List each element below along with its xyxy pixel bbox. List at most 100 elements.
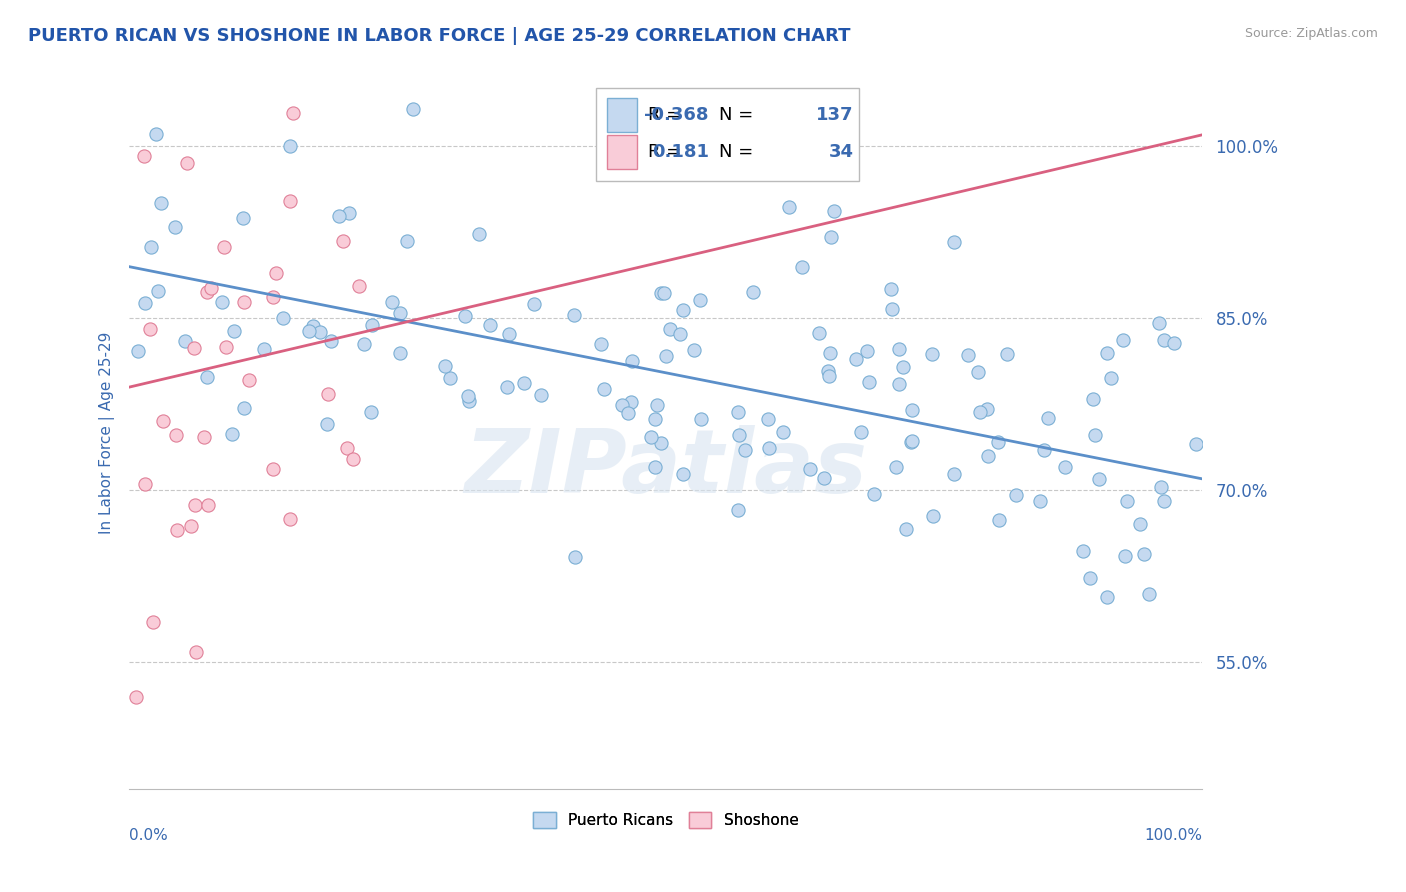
Point <box>124 690 146 705</box>
Text: ZIPatlas: ZIPatlas <box>464 425 868 512</box>
Bar <box>607 135 637 169</box>
Point <box>337 206 360 220</box>
Point <box>232 211 254 225</box>
Point <box>127 343 149 358</box>
Point <box>1005 488 1028 502</box>
Point <box>200 281 222 295</box>
Point <box>1032 443 1054 458</box>
Point <box>1153 333 1175 347</box>
Point <box>799 462 821 476</box>
Point <box>1081 392 1104 406</box>
Point <box>589 337 612 351</box>
Point <box>901 402 924 417</box>
Point <box>146 284 169 298</box>
Point <box>278 194 301 209</box>
Point <box>818 369 841 384</box>
Point <box>495 380 517 394</box>
Point <box>1054 459 1077 474</box>
Text: 0.0%: 0.0% <box>129 828 167 843</box>
Point <box>238 373 260 387</box>
Point <box>669 326 692 341</box>
Text: Source: ZipAtlas.com: Source: ZipAtlas.com <box>1244 27 1378 40</box>
Point <box>342 452 364 467</box>
Point <box>221 427 243 442</box>
Point <box>1084 427 1107 442</box>
Point <box>901 434 924 448</box>
Point <box>457 393 479 408</box>
Point <box>882 301 904 316</box>
Point <box>389 306 412 320</box>
Point <box>612 398 634 412</box>
Point <box>281 106 304 120</box>
Bar <box>607 98 637 132</box>
Point <box>922 509 945 524</box>
Point <box>592 382 614 396</box>
Point <box>645 398 668 412</box>
Point <box>1095 346 1118 360</box>
Text: N =: N = <box>720 106 759 124</box>
Point <box>395 234 418 248</box>
Point <box>134 149 156 163</box>
Point <box>966 365 988 379</box>
Point <box>134 476 156 491</box>
Point <box>162 59 184 73</box>
Point <box>654 285 676 300</box>
Point <box>183 498 205 512</box>
Point <box>987 513 1010 527</box>
Point <box>891 359 914 374</box>
Point <box>152 414 174 428</box>
Text: R =: R = <box>648 143 686 161</box>
Point <box>823 204 845 219</box>
Point <box>734 443 756 458</box>
Point <box>1095 590 1118 604</box>
Point <box>233 295 256 310</box>
Point <box>301 319 323 334</box>
Point <box>987 435 1010 450</box>
Bar <box>596 88 859 180</box>
Point <box>142 615 165 629</box>
Point <box>620 395 643 409</box>
Point <box>851 425 873 439</box>
Point <box>807 326 830 341</box>
Point <box>957 348 980 362</box>
Point <box>336 442 359 456</box>
Point <box>128 58 150 72</box>
Point <box>564 550 586 565</box>
Point <box>790 260 813 274</box>
Point <box>467 227 489 242</box>
Point <box>817 364 839 378</box>
Point <box>1150 480 1173 494</box>
Point <box>530 387 553 401</box>
Point <box>197 498 219 512</box>
Point <box>818 345 841 359</box>
Text: 100.0%: 100.0% <box>1144 828 1202 843</box>
Point <box>1078 571 1101 585</box>
Point <box>215 340 238 354</box>
Point <box>523 297 546 311</box>
Point <box>353 337 375 351</box>
Point <box>997 347 1019 361</box>
Point <box>222 324 245 338</box>
Point <box>742 285 765 299</box>
Point <box>454 309 477 323</box>
Point <box>381 295 404 310</box>
Point <box>174 334 197 349</box>
Point <box>434 359 457 373</box>
Point <box>943 467 966 481</box>
Point <box>894 522 917 536</box>
Point <box>271 310 294 325</box>
Legend: Puerto Ricans, Shoshone: Puerto Ricans, Shoshone <box>527 806 804 834</box>
Point <box>1147 317 1170 331</box>
Point <box>195 285 218 299</box>
Point <box>900 435 922 450</box>
Point <box>457 389 479 403</box>
Point <box>183 341 205 355</box>
Point <box>214 240 236 254</box>
Point <box>1071 543 1094 558</box>
Point <box>145 127 167 141</box>
Point <box>727 405 749 419</box>
Point <box>278 512 301 526</box>
Point <box>349 279 371 293</box>
Point <box>150 196 173 211</box>
Point <box>772 425 794 439</box>
